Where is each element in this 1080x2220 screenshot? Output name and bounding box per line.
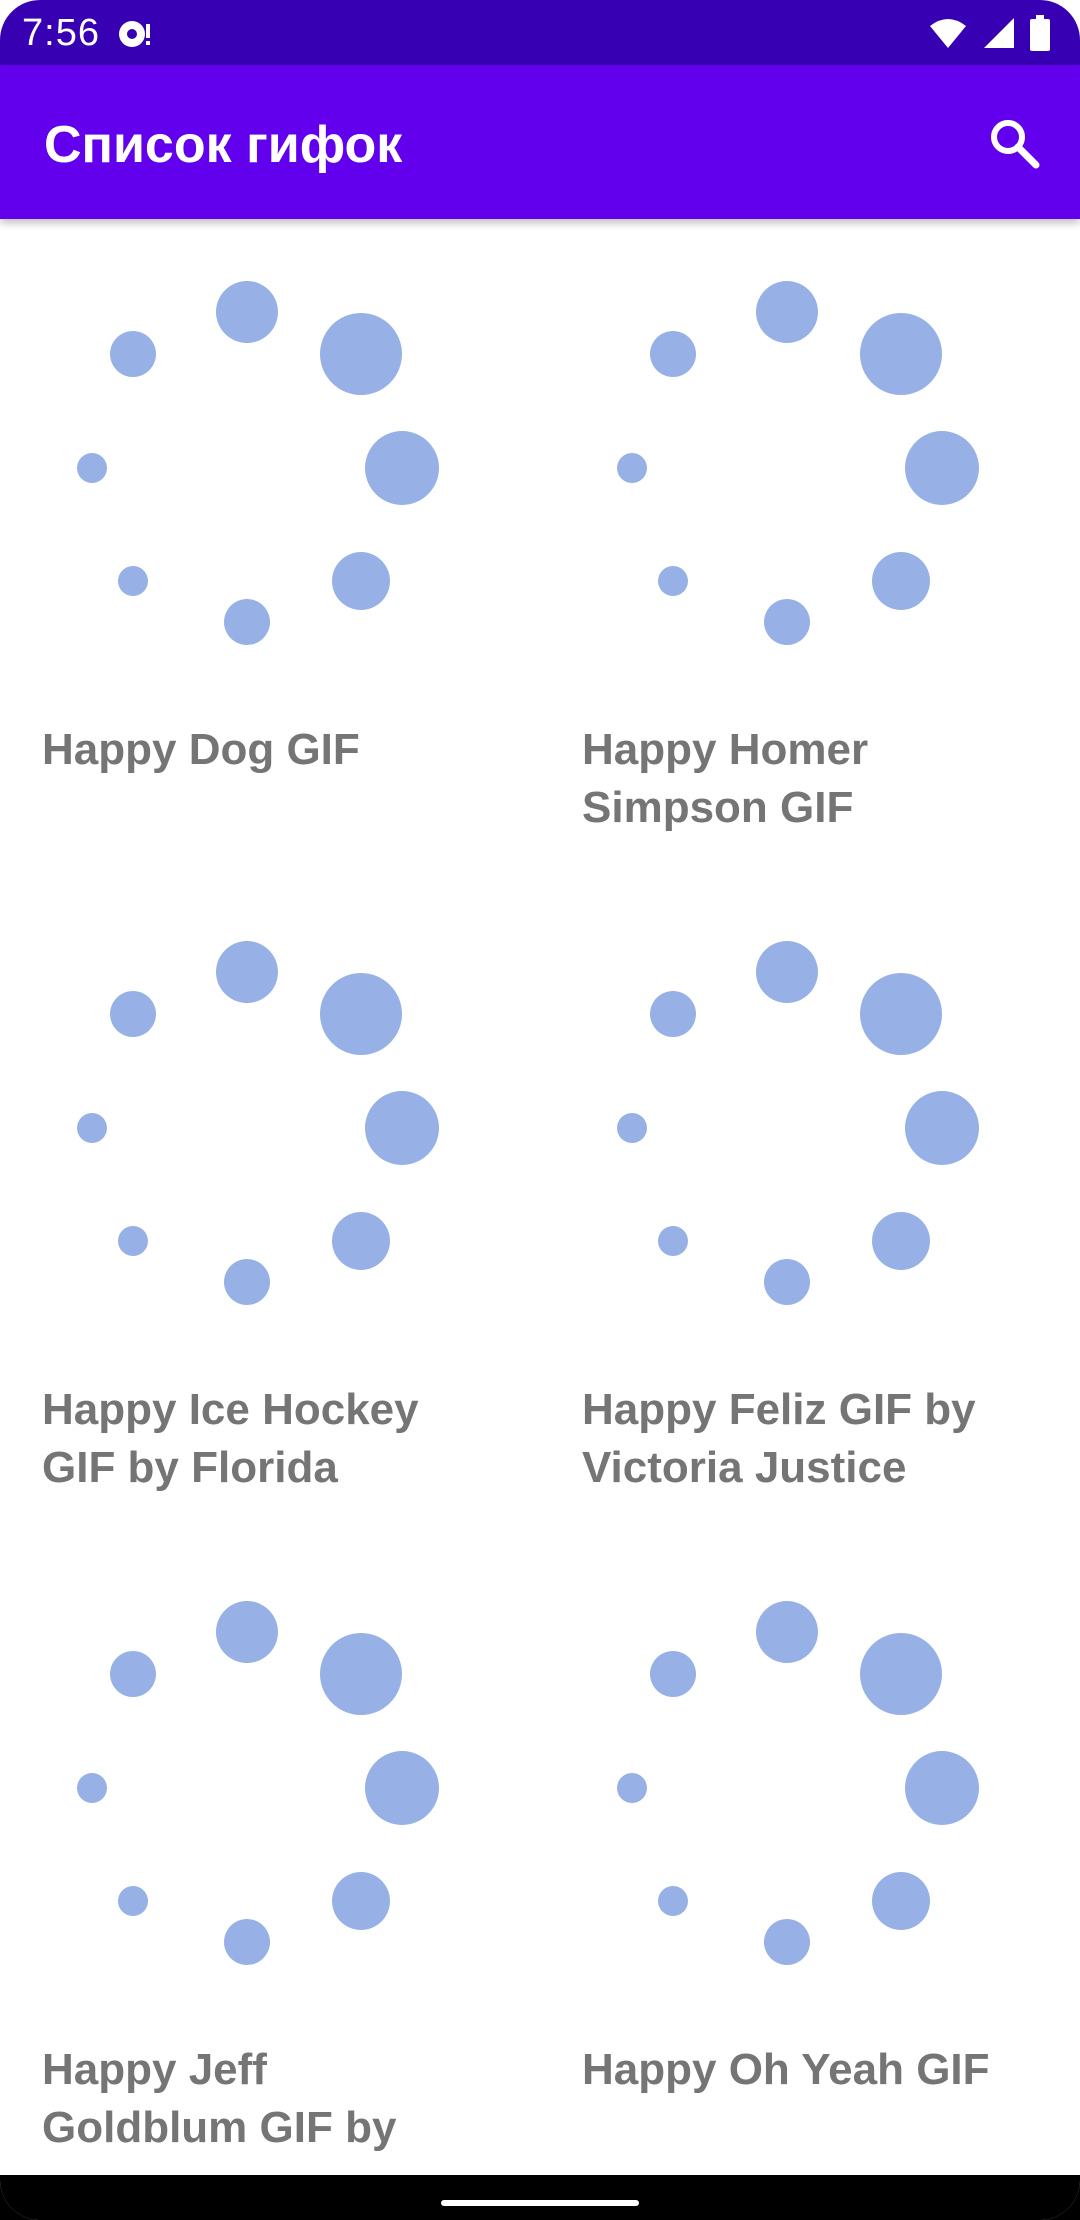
status-bar: 7:56 [0, 0, 1080, 65]
loading-spinner-icon [77, 941, 439, 1305]
search-button[interactable] [978, 107, 1050, 179]
navigation-bar [0, 2175, 1080, 2220]
battery-icon [1030, 15, 1050, 51]
gif-title: Happy Homer Simpson GIF [582, 725, 869, 832]
search-icon [991, 120, 1040, 169]
notification-icon [119, 21, 150, 47]
signal-icon [984, 18, 1014, 48]
status-icons [928, 14, 1050, 52]
page-title: Список гифок [44, 116, 403, 174]
gif-title: Happy Oh Yeah GIF [582, 2045, 990, 2094]
home-gesture-handle[interactable] [441, 2200, 639, 2206]
loading-spinner-icon [617, 941, 979, 1305]
gif-card[interactable]: Happy Jeff Goldblum GIF by [0, 1539, 540, 2175]
loading-spinner-icon [617, 1601, 979, 1965]
gif-card[interactable]: Happy Dog GIF [0, 219, 540, 879]
gif-card[interactable]: Happy Feliz GIF by Victoria Justice [540, 879, 1080, 1539]
gif-title: Happy Feliz GIF by Victoria Justice [582, 1385, 976, 1492]
loading-spinner-icon [617, 281, 979, 645]
gif-title: Happy Ice Hockey GIF by Florida [42, 1385, 419, 1492]
gif-card[interactable]: Happy Ice Hockey GIF by Florida [0, 879, 540, 1539]
gif-title: Happy Jeff Goldblum GIF by [42, 2045, 397, 2152]
gif-card[interactable]: Happy Oh Yeah GIF [540, 1539, 1080, 2175]
gif-grid[interactable]: Happy Dog GIF Happy Homer Simpson GIF [0, 219, 1080, 2175]
gif-title: Happy Dog GIF [42, 725, 360, 774]
loading-spinner-icon [77, 281, 439, 645]
loading-spinner-icon [77, 1601, 439, 1965]
gif-card[interactable]: Happy Homer Simpson GIF [540, 219, 1080, 879]
app-bar: Список гифок [0, 65, 1080, 219]
wifi-icon [930, 19, 966, 48]
status-time: 7:56 [22, 12, 100, 54]
